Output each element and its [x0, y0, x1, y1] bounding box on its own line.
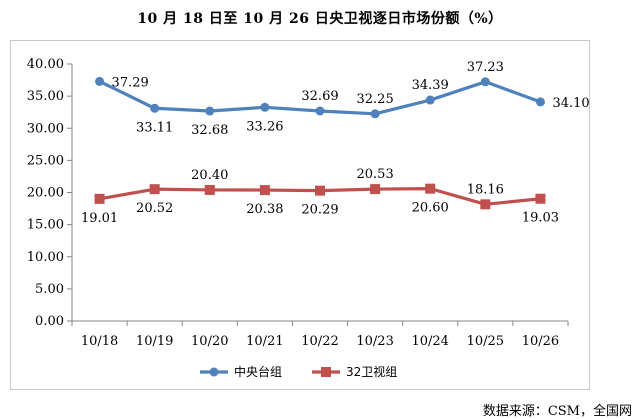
data-label: 34.39 [412, 78, 449, 93]
data-label: 18.16 [467, 182, 504, 197]
data-label: 19.03 [522, 211, 559, 226]
data-label: 20.40 [191, 168, 228, 183]
legend-marker [321, 367, 331, 377]
data-point [535, 193, 546, 204]
y-tick-label: 40.00 [27, 57, 64, 72]
x-tick-label: 10/19 [136, 334, 173, 349]
data-point [149, 184, 160, 195]
data-point [425, 95, 435, 105]
y-tick-label: 5.00 [35, 282, 64, 297]
y-tick-label: 0.00 [35, 314, 64, 329]
y-tick-label: 30.00 [27, 121, 64, 136]
data-label: 19.01 [81, 211, 118, 226]
data-label: 34.10 [552, 96, 589, 111]
x-tick-label: 10/20 [191, 334, 228, 349]
data-point [150, 103, 160, 113]
data-label: 33.26 [246, 119, 283, 134]
data-point [205, 106, 215, 116]
x-tick-label: 10/21 [246, 334, 283, 349]
data-point [204, 184, 215, 195]
data-label: 32.68 [191, 123, 228, 138]
data-label: 20.38 [246, 202, 283, 217]
data-label: 20.53 [357, 167, 394, 182]
data-label: 20.60 [412, 201, 449, 216]
data-point [370, 109, 380, 119]
data-label: 20.52 [136, 201, 173, 216]
legend-marker [209, 367, 219, 377]
legend-label: 32卫视组 [346, 364, 397, 379]
data-point [480, 199, 491, 210]
x-tick-label: 10/26 [522, 334, 559, 349]
y-tick-label: 15.00 [27, 218, 64, 233]
x-tick-label: 10/22 [301, 334, 338, 349]
data-label: 37.29 [112, 75, 149, 90]
data-point [370, 184, 381, 195]
x-tick-label: 10/18 [81, 334, 118, 349]
data-point [315, 185, 325, 196]
legend-label: 中央台组 [234, 364, 282, 379]
data-point [315, 106, 325, 116]
data-point [260, 102, 270, 112]
data-point [425, 183, 436, 194]
x-tick-label: 10/24 [411, 334, 448, 349]
y-tick-label: 25.00 [27, 153, 64, 168]
data-point [95, 76, 105, 86]
data-label: 20.29 [301, 203, 338, 218]
x-tick-label: 10/23 [356, 334, 393, 349]
data-point [480, 77, 490, 87]
y-tick-label: 10.00 [27, 250, 64, 265]
data-label: 37.23 [467, 60, 504, 75]
data-label: 32.69 [301, 89, 338, 104]
data-label: 32.25 [357, 92, 394, 107]
data-point [535, 97, 545, 107]
chart-frame [10, 40, 590, 390]
chart-title: 10 月 18 日至 10 月 26 日央卫视逐日市场份额（%） [137, 11, 503, 27]
y-tick-label: 20.00 [27, 186, 64, 201]
x-tick-label: 10/25 [467, 334, 504, 349]
data-point [259, 185, 270, 196]
y-tick-label: 35.00 [27, 89, 64, 104]
data-source-note: 数据来源：CSM，全国网 [482, 404, 632, 419]
data-label: 33.11 [136, 120, 173, 135]
data-point [94, 193, 105, 204]
